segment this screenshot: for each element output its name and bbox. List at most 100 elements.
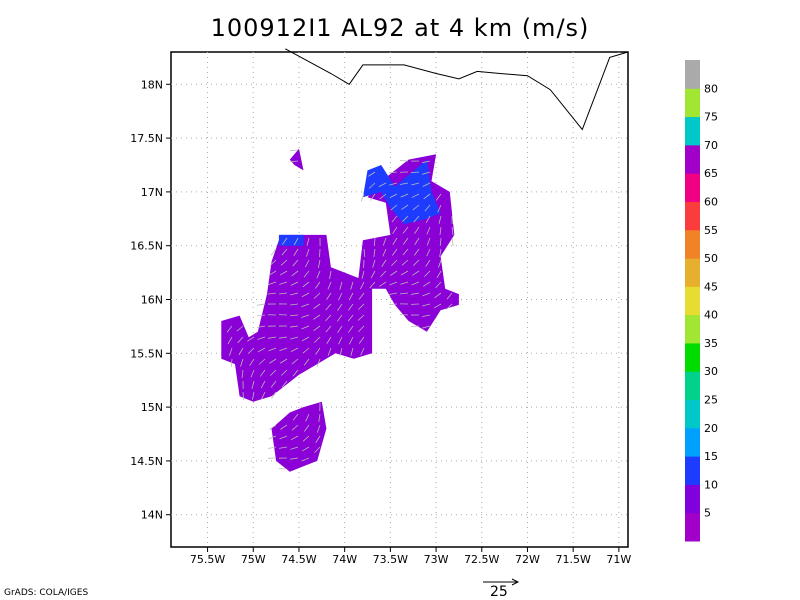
- wind-vector: [435, 281, 442, 289]
- wind-vector: [279, 435, 288, 440]
- wind-vector: [348, 303, 354, 311]
- wind-vector: [261, 391, 266, 400]
- wind-vector: [269, 424, 277, 430]
- wind-vector: [422, 182, 431, 187]
- wind-vector: [303, 358, 310, 366]
- lat-tick-label: 17.5N: [130, 132, 163, 145]
- lon-tick-label: 74.5W: [281, 553, 316, 566]
- wind-vector: [279, 281, 288, 285]
- wind-vector: [238, 347, 244, 356]
- lon-tick-label: 72.5W: [464, 553, 499, 566]
- wind-vector: [302, 347, 310, 354]
- wind-vector: [257, 303, 266, 306]
- colorbar-segment: [685, 399, 700, 429]
- wind-vector: [379, 281, 387, 287]
- colorbar-label: 70: [704, 139, 718, 152]
- wind-vector: [236, 325, 244, 332]
- wind-vector: [411, 182, 420, 186]
- wind-vector: [446, 292, 453, 300]
- wind-vector: [289, 160, 299, 163]
- wind-vector: [301, 457, 310, 462]
- wind-vector: [350, 347, 354, 356]
- wind-vector: [372, 259, 376, 268]
- wind-vector: [451, 226, 454, 235]
- colorbar-segment: [685, 116, 700, 146]
- wind-vector: [349, 336, 354, 345]
- wind-vector: [363, 248, 366, 257]
- wind-vector: [423, 193, 431, 200]
- wind-vector: [339, 281, 343, 290]
- wind-vector: [251, 380, 255, 389]
- wind-vector: [290, 347, 299, 352]
- wind-vector: [438, 215, 442, 224]
- colorbar-label: 75: [704, 111, 718, 124]
- wind-vector: [301, 314, 310, 318]
- wind-vector: [280, 369, 288, 376]
- wind-vector: [426, 226, 431, 235]
- colorbar-segment: [685, 60, 700, 89]
- wind-vector: [336, 314, 343, 322]
- wind-vector: [348, 292, 354, 301]
- colorbar-label: 5: [704, 507, 711, 520]
- wind-vector: [361, 270, 365, 279]
- grads-credit: GrADS: COLA/IGES: [4, 588, 89, 598]
- wind-vector: [358, 303, 365, 310]
- wind-vector: [390, 270, 398, 276]
- wind-vector: [293, 248, 299, 256]
- wind-vector: [325, 303, 332, 311]
- colorbar-segment: [685, 371, 700, 401]
- wind-vector: [268, 281, 277, 285]
- wind-vector: [270, 369, 277, 376]
- wind-vector: [402, 248, 409, 256]
- wind-vector: [370, 270, 376, 279]
- wind-vector: [439, 237, 442, 246]
- wind-vector: [389, 182, 398, 186]
- colorbar-label: 20: [704, 422, 718, 435]
- colorbar-segment: [685, 258, 700, 287]
- colorbar-label: 30: [704, 365, 718, 378]
- lon-tick-label: 71.5W: [555, 553, 590, 566]
- wind-vector: [314, 281, 321, 289]
- wind-vector: [412, 270, 420, 276]
- wind-vector: [290, 336, 299, 340]
- lon-tick-label: 73.5W: [373, 553, 408, 566]
- colorbar-label: 50: [704, 252, 718, 265]
- wind-vector: [369, 193, 376, 201]
- wind-vector: [338, 292, 343, 301]
- wind-vector: [439, 226, 442, 235]
- wind-vector: [435, 193, 442, 201]
- wind-vector: [380, 270, 387, 278]
- wind-vector: [411, 292, 420, 295]
- lon-tick-label: 74W: [332, 553, 357, 566]
- wind-vectors: [226, 149, 454, 470]
- colorbar-segment: [685, 173, 700, 202]
- wind-vector: [411, 281, 420, 286]
- wind-vector: [268, 292, 277, 295]
- wind-vector: [313, 292, 321, 299]
- colorbar-labels: 5 10 15 20 25 30 35 40 45 50 55 60 65 70 75 80: [704, 82, 718, 519]
- wind-vector: [257, 336, 266, 340]
- wind-vector: [392, 226, 398, 234]
- wind-vector: [337, 303, 343, 311]
- wind-vector: [230, 358, 233, 367]
- wind-vector: [270, 380, 277, 388]
- wind-vector: [391, 215, 398, 223]
- wind-vector: [368, 182, 376, 189]
- wind-vector: [422, 171, 431, 175]
- wind-vector: [451, 237, 454, 246]
- wind-vector: [259, 369, 266, 377]
- wind-vector: [271, 391, 277, 399]
- wind-vector: [338, 336, 343, 345]
- wind-vector: [291, 270, 299, 277]
- lat-tick-label: 17N: [141, 186, 163, 199]
- wind-vector: [425, 215, 431, 224]
- wind-vector: [290, 325, 299, 328]
- wind-vector: [402, 215, 409, 222]
- wind-vector: [400, 270, 409, 276]
- wind-vector: [304, 259, 310, 268]
- wind-vector: [315, 347, 321, 355]
- colorbar-segment: [685, 342, 700, 372]
- wind-vector: [314, 336, 321, 343]
- shaded-regions: [221, 148, 459, 472]
